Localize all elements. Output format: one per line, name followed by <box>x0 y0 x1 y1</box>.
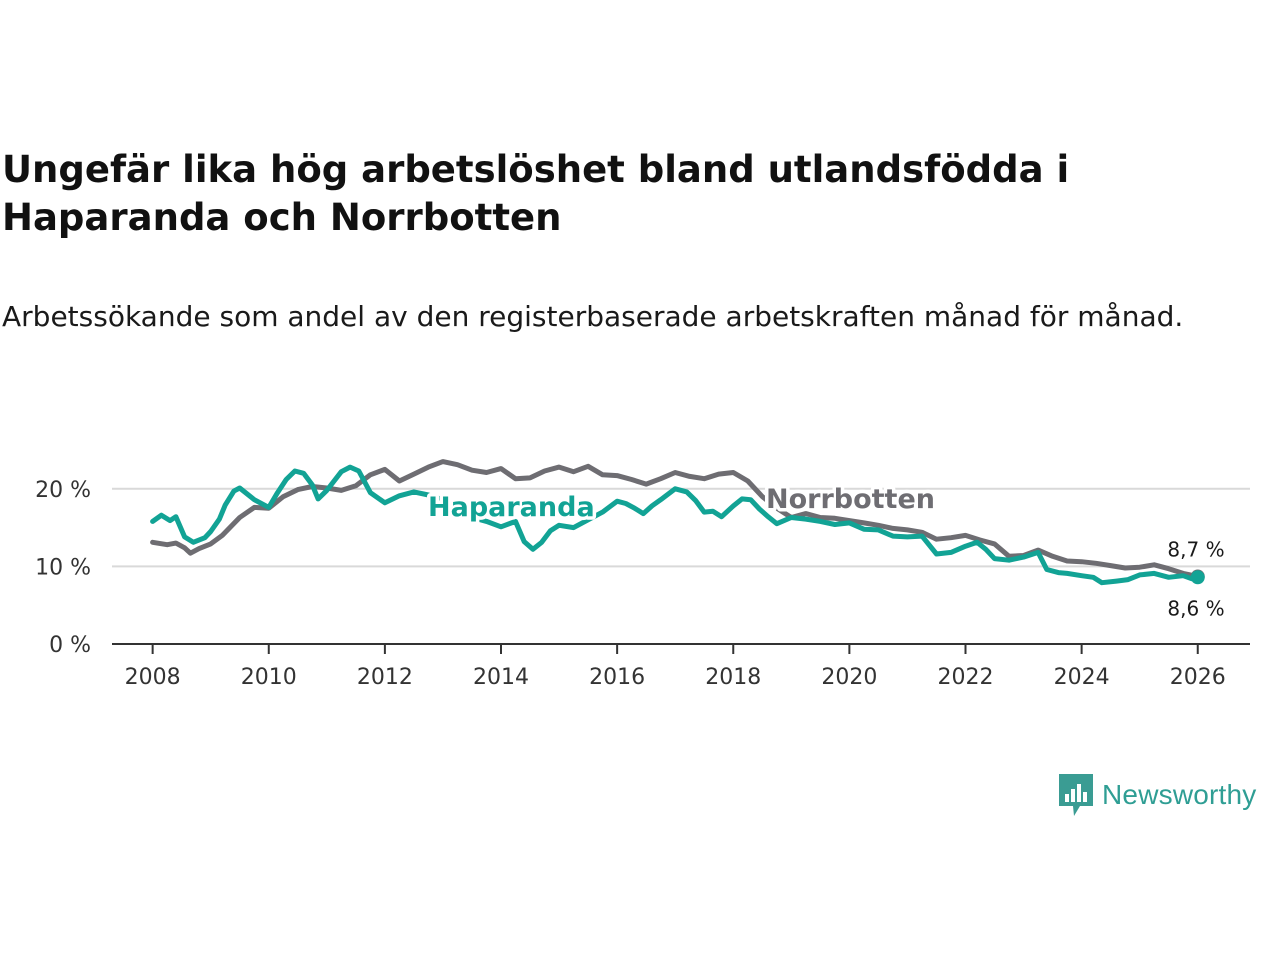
x-tick-label: 2026 <box>1170 665 1226 690</box>
grid-lines: 0 % 10 % 20 % <box>35 478 1250 658</box>
y-tick-label: 0 % <box>49 633 91 658</box>
end-value-haparanda-halo: 8,6 % <box>1167 596 1224 620</box>
x-tick-label: 2008 <box>125 665 181 690</box>
x-tick-label: 2024 <box>1054 665 1110 690</box>
x-tick-label: 2014 <box>473 665 529 690</box>
x-tick-label: 2010 <box>241 665 297 690</box>
series-endpoint-haparanda <box>1190 570 1205 585</box>
end-value-haparanda: 8,6 % <box>1167 596 1224 620</box>
x-tick-label: 2016 <box>589 665 645 690</box>
x-tick-label: 2012 <box>357 665 413 690</box>
x-tick-label: 2020 <box>821 665 877 690</box>
series-lines <box>150 459 1205 586</box>
x-tick-label: 2018 <box>705 665 761 690</box>
x-axis: 2008 2010 2012 2014 2016 2018 2020 2022 2024 2026 <box>112 643 1250 690</box>
series-label-haparanda-halo: Haparanda <box>428 492 595 523</box>
series-label-norrbotten: Norrbotten <box>766 484 935 515</box>
series-line-haparanda <box>150 464 1201 586</box>
chart-title: Ungefär lika hög arbetslöshet bland utla… <box>2 148 1070 239</box>
y-tick-label: 10 % <box>35 555 91 580</box>
brand-name: Newsworthy <box>1102 779 1257 810</box>
line-chart: 0 % 10 % 20 % 2008 2010 2012 2014 2016 2018 2020… <box>35 459 1250 690</box>
x-tick-label: 2022 <box>938 665 994 690</box>
chart-subtitle: Arbetssökande som andel av den registerb… <box>2 300 1184 333</box>
end-value-norrbotten: 8,7 % <box>1167 537 1224 561</box>
series-label-norrbotten-halo: Norrbotten <box>766 484 935 515</box>
newsworthy-logo-icon <box>1059 774 1093 816</box>
y-tick-label: 20 % <box>35 478 91 503</box>
series-label-haparanda: Haparanda <box>428 492 595 523</box>
newsworthy-brand: Newsworthy <box>1058 772 1256 818</box>
end-value-norrbotten-halo: 8,7 % <box>1167 537 1224 561</box>
